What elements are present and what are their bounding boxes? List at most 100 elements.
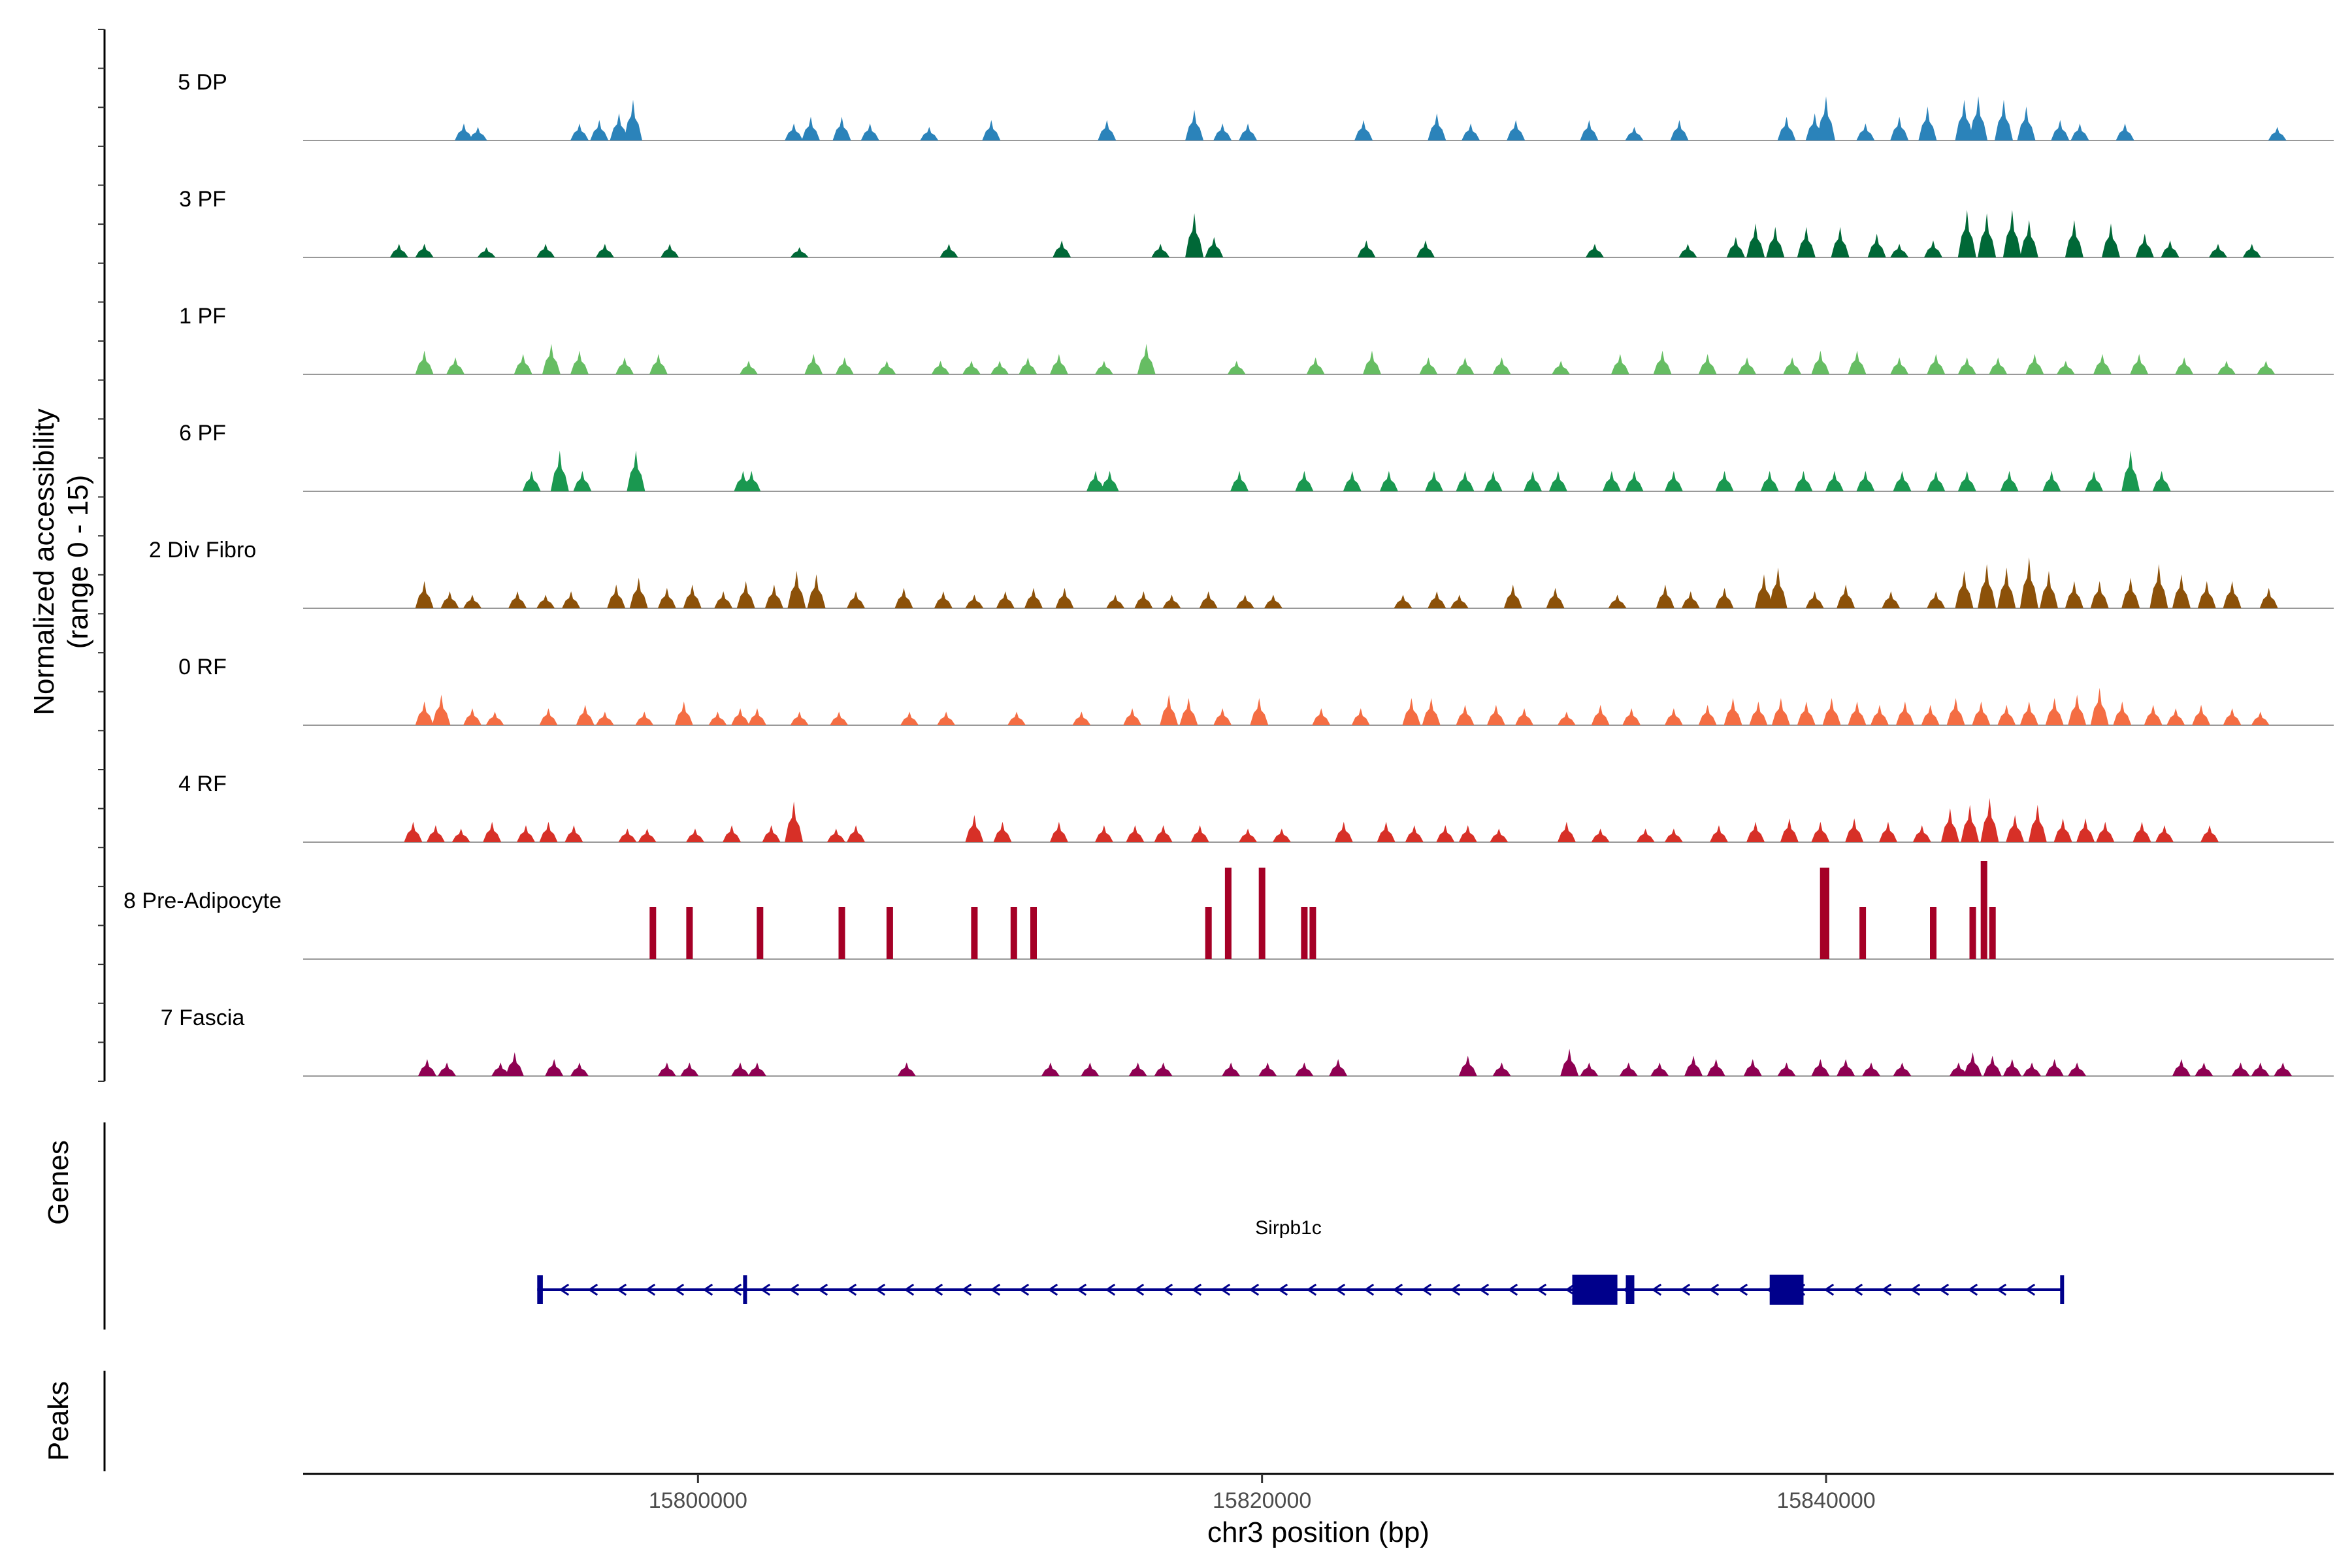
coverage-peak [1334,821,1353,842]
coverage-peak [1893,1062,1912,1076]
coverage-peak [1723,698,1742,725]
coverage-peak [2132,821,2151,842]
coverage-peak [570,123,589,140]
coverage-peak [1094,361,1113,374]
coverage-peak [1295,470,1314,491]
coverage-peak [2017,106,2036,140]
coverage-peak [1771,698,1790,725]
coverage-peak [1503,584,1522,608]
coverage-peak [438,1062,457,1076]
coverage-peak [2172,574,2191,608]
coverage-peak [748,708,766,725]
track-6-pf: 6 PF [179,421,2334,492]
coverage-peak [463,708,482,725]
coverage-peak [1927,470,1946,491]
coverage-peak [1552,361,1571,374]
strand-arrow [1076,1283,1087,1296]
coverage-peak [920,127,939,140]
coverage-peak [934,591,953,608]
coverage-peak [708,711,727,725]
coverage-peak [1726,237,1745,257]
coverage-peak [1825,470,1844,491]
coverage-peak [508,591,527,608]
coverage-peak [1867,233,1886,257]
coverage-peak [1205,907,1212,959]
coverage-peak [937,711,956,725]
coverage-peak [1250,698,1269,725]
coverage-peak [1128,1062,1147,1076]
coverage-peak [1515,708,1534,725]
coverage-peak [1010,907,1017,959]
coverage-peak [1707,1059,1725,1076]
x-tick-label: 15840000 [1776,1488,1875,1513]
coverage-peak [1486,704,1505,725]
genes-axis-label: Genes [42,1140,74,1225]
coverage-peak [2065,220,2083,257]
strand-arrow [1249,1283,1260,1296]
coverage-peak [661,244,679,257]
coverage-peak [570,350,589,374]
coverage-peak [2259,587,2278,608]
strand-arrow [1450,1283,1461,1296]
coverage-peak [1983,1055,2002,1076]
coverage-peak [965,595,984,608]
coverage-peak [539,708,558,725]
coverage-peak [576,704,595,725]
coverage-peak [826,828,845,842]
coverage-peak [1425,470,1443,491]
coverage-peak [2025,353,2044,374]
gene-exon [1572,1275,1618,1305]
coverage-peak [417,1059,436,1076]
track-1-pf: 1 PF [179,304,2334,375]
coverage-peak [1811,1059,1830,1076]
coverage-peak [1258,868,1266,959]
coverage-peak [415,350,434,374]
coverage-peak [1295,1062,1314,1076]
coverage-peak [2257,361,2276,374]
coverage-peak [1927,591,1946,608]
strand-arrow [674,1283,685,1296]
strand-arrow [1162,1283,1173,1296]
coverage-peak [1030,907,1037,959]
coverage-peak [1766,227,1785,257]
coverage-peak [1072,711,1091,725]
coverage-peak [1989,907,1996,959]
coverage-peak [1462,123,1480,140]
coverage-peak [1024,587,1043,608]
coverage-peak [1749,701,1768,725]
strand-arrow [702,1283,713,1296]
coverage-peak [2195,1062,2213,1076]
strand-arrow [1220,1283,1231,1296]
coverage-peak [2002,1059,2021,1076]
strand-arrow [1651,1283,1662,1296]
coverage-peak [1797,227,1816,257]
coverage-peak [1100,470,1119,491]
coverage-peak [1379,470,1398,491]
coverage-peak [595,711,614,725]
coverage-peak [1126,825,1145,842]
coverage-peak [657,1062,676,1076]
coverage-peak [723,825,742,842]
coverage-peak [2085,470,2104,491]
coverage-peak [2019,557,2038,608]
coverage-peak [1490,828,1509,842]
coverage-peak [1428,591,1446,608]
coverage-peak [807,574,826,608]
coverage-peak [1848,701,1867,725]
strand-arrow [961,1283,972,1296]
coverage-peak [2242,244,2261,257]
strand-arrow [789,1283,800,1296]
coverage-peak [1963,1052,1982,1076]
coverage-peak [1049,821,1068,842]
coverage-peak [1995,99,2013,140]
coverage-peak [491,1062,510,1076]
track-label: 7 Fascia [161,1005,245,1030]
coverage-peak [1106,595,1125,608]
coverage-peak [2051,120,2070,140]
y-axis-ticks [98,29,105,1082]
coverage-peak [2053,818,2072,842]
coverage-peak [736,581,755,608]
coverage-peak [1625,470,1644,491]
coverage-peak [1823,868,1829,959]
coverage-peak [2231,1062,2250,1076]
